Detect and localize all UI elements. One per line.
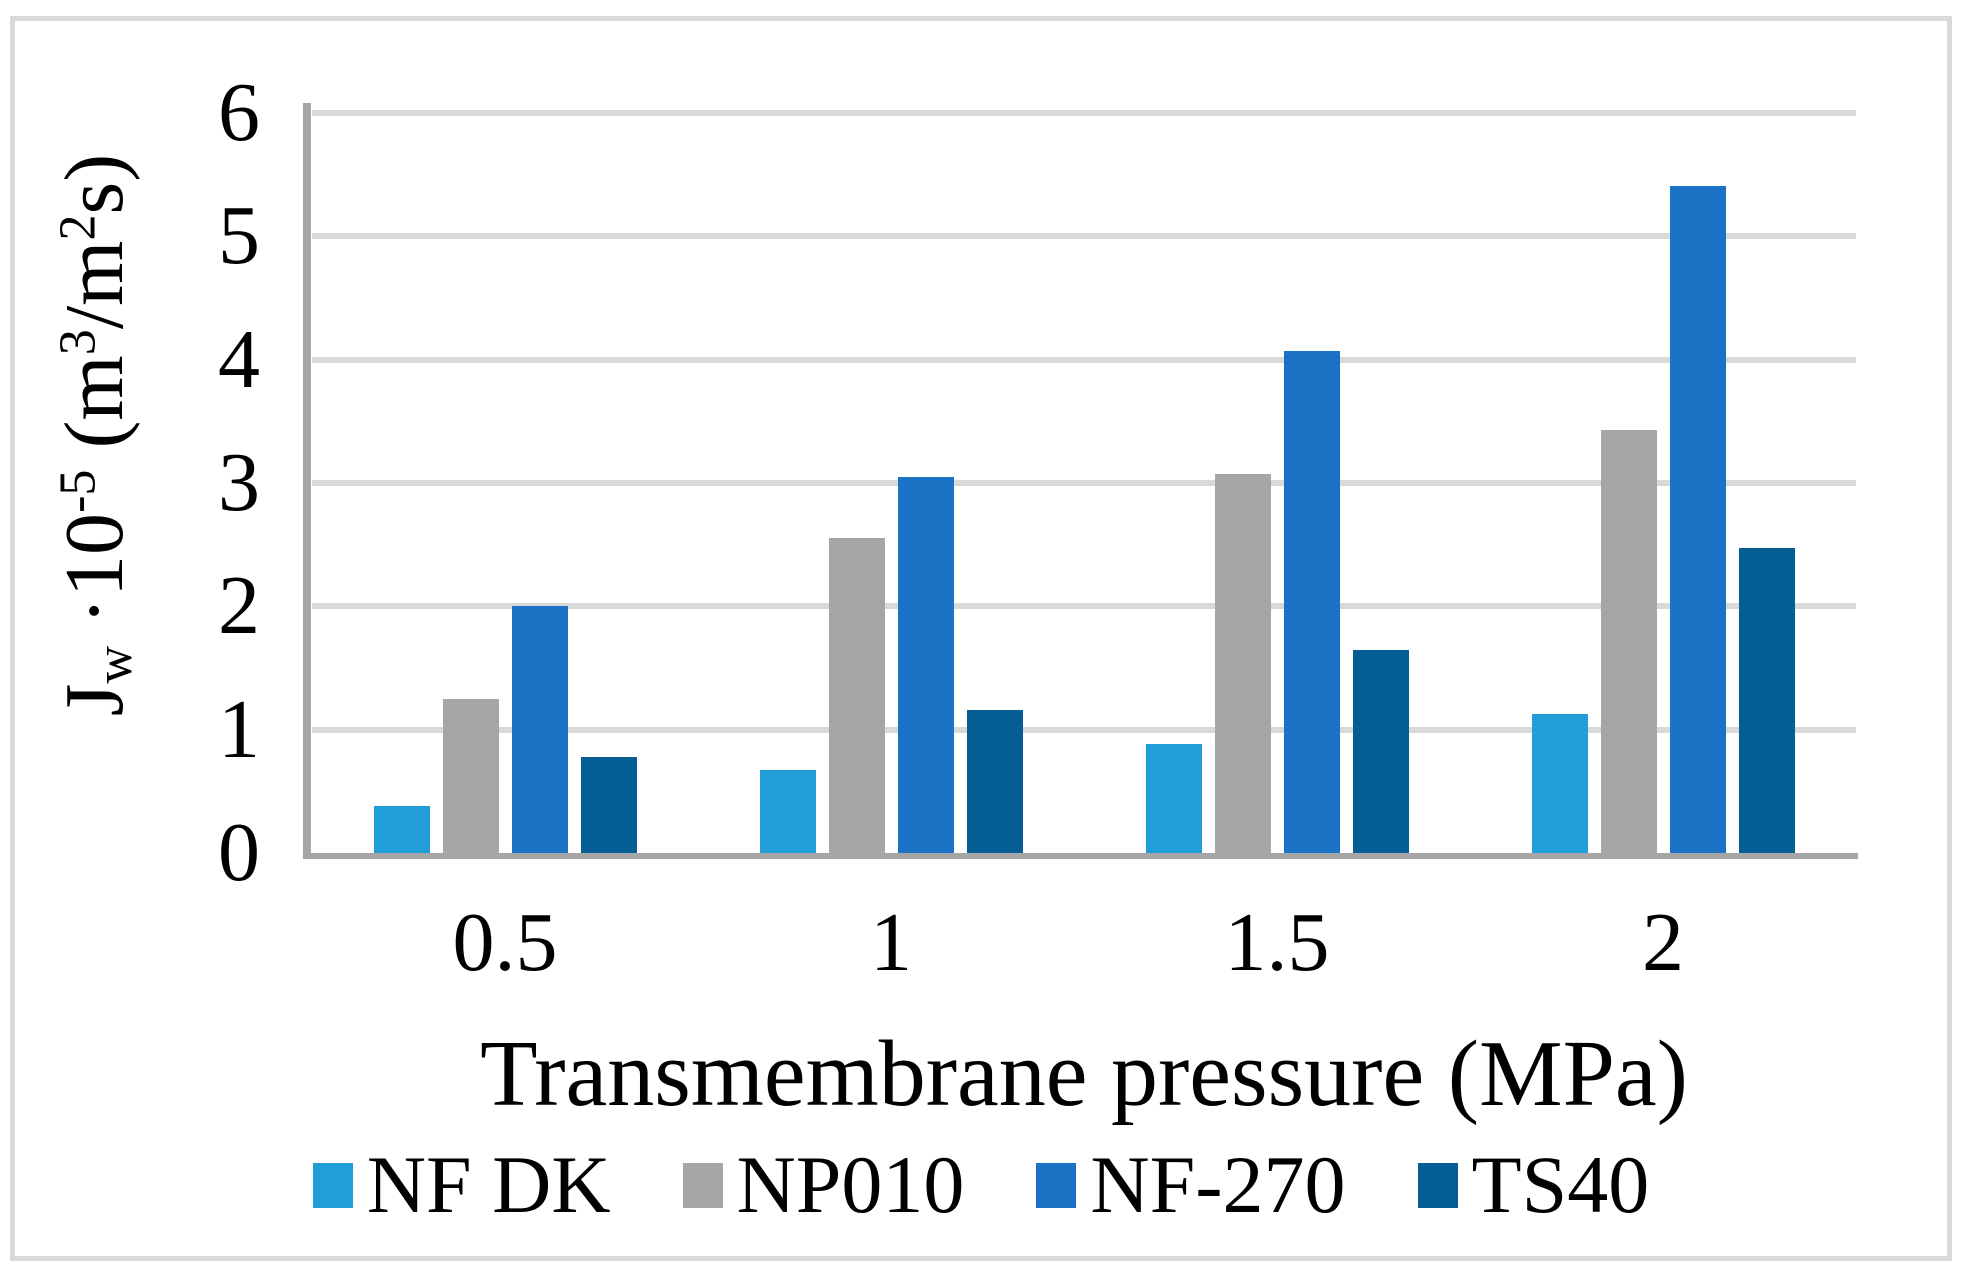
bar-ts40-1 <box>966 710 1023 853</box>
bar-np010-1 <box>828 538 885 853</box>
bar-nf-270-2 <box>1669 186 1726 853</box>
bar-group-2 <box>1531 186 1795 853</box>
legend-label-ts40: TS40 <box>1471 1139 1650 1230</box>
y-tick-label-1: 1 <box>218 682 260 776</box>
x-axis-line <box>303 853 1858 859</box>
x-tick-label-1-5: 1.5 <box>1224 896 1330 989</box>
legend-label-nf-270: NF-270 <box>1090 1139 1346 1230</box>
y-tick-label-0: 0 <box>218 806 260 899</box>
bar-np010-0-5 <box>442 699 499 853</box>
x-axis-title: Transmembrane pressure (MPa) <box>480 1022 1688 1126</box>
legend: NF DK NP010 NF-270 TS40 <box>0 1135 1962 1235</box>
gridline-y-3 <box>312 480 1856 486</box>
x-tick-label-2: 2 <box>1642 896 1684 989</box>
y-tick-label-4: 4 <box>218 312 260 406</box>
legend-swatch-np010 <box>682 1162 723 1208</box>
bar-group-0-5 <box>373 606 637 853</box>
x-tick-label-1: 1 <box>870 896 912 989</box>
y-axis-title-segment: -5 <box>49 469 107 513</box>
gridline-y-4 <box>312 356 1856 363</box>
bar-np010-2 <box>1600 430 1657 853</box>
legend-item-nf-dk: NF DK <box>312 1139 611 1230</box>
y-tick-label-6: 6 <box>218 66 260 159</box>
bar-nf-270-1 <box>897 477 954 853</box>
y-tick-label-3: 3 <box>218 436 260 529</box>
gridline-y-1 <box>312 726 1856 733</box>
legend-item-np010: NP010 <box>682 1139 965 1230</box>
legend-item-ts40: TS40 <box>1417 1139 1650 1230</box>
legend-swatch-nf-270 <box>1036 1162 1077 1208</box>
y-tick-label-5: 5 <box>218 189 260 283</box>
bar-group-1 <box>759 477 1023 853</box>
y-tick-label-2: 2 <box>218 559 260 653</box>
x-tick-label-0-5: 0.5 <box>452 896 558 989</box>
bar-nf-dk-2 <box>1531 714 1588 853</box>
plot-area <box>303 103 1858 859</box>
y-axis-title-segment: 3 <box>49 329 107 356</box>
bar-nf-270-0-5 <box>511 606 568 853</box>
legend-swatch-ts40 <box>1417 1162 1458 1208</box>
gridline-y-5 <box>312 233 1856 240</box>
gridline-y-2 <box>312 603 1856 610</box>
bar-ts40-1-5 <box>1352 650 1409 853</box>
y-axis-line <box>303 103 311 859</box>
gridline-y-6 <box>312 110 1856 116</box>
bar-group-1-5 <box>1145 351 1409 853</box>
y-axis-title-segment: 2 <box>49 214 107 241</box>
legend-swatch-nf-dk <box>312 1162 353 1208</box>
legend-label-np010: NP010 <box>736 1139 965 1230</box>
bar-ts40-0-5 <box>580 757 637 853</box>
bar-nf-dk-1-5 <box>1145 744 1202 853</box>
legend-item-nf-270: NF-270 <box>1036 1139 1346 1230</box>
bar-nf-dk-0-5 <box>373 806 430 853</box>
bar-nf-270-1-5 <box>1283 351 1340 853</box>
bar-nf-dk-1 <box>759 770 816 853</box>
legend-label-nf-dk: NF DK <box>366 1139 611 1230</box>
bar-ts40-2 <box>1738 548 1795 853</box>
bar-np010-1-5 <box>1214 474 1271 853</box>
